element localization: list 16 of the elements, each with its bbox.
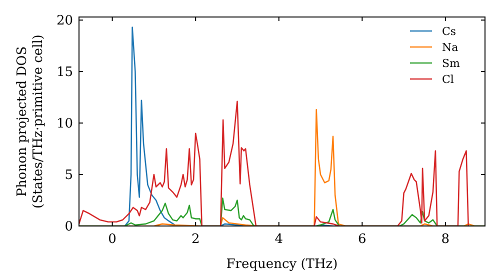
legend-label: Cs bbox=[442, 24, 456, 38]
legend-label: Sm bbox=[442, 56, 461, 70]
y-tick-label: 5 bbox=[64, 168, 73, 184]
x-tick-label: 6 bbox=[358, 232, 366, 247]
x-tick-label: 8 bbox=[441, 232, 450, 247]
y-tick-label: 0 bbox=[64, 220, 73, 235]
x-tick-label: 2 bbox=[191, 232, 200, 247]
y-tick-label: 20 bbox=[56, 14, 73, 29]
y-axis-title: Phonon projected DOS (States/THz·primitive cell) bbox=[15, 34, 46, 209]
legend-label: Na bbox=[442, 40, 459, 54]
legend-label: Cl bbox=[442, 72, 454, 86]
y-tick-label: 10 bbox=[56, 116, 73, 132]
y-tick-label: 15 bbox=[56, 65, 73, 80]
x-axis-title: Frequency (THz) bbox=[226, 257, 338, 272]
x-tick-label: 0 bbox=[108, 232, 116, 247]
x-tick-label: 4 bbox=[274, 232, 284, 247]
